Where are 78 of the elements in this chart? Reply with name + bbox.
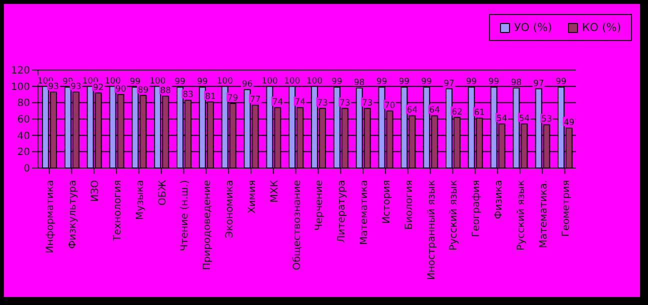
x-tick-label: Чтение (н.ш.) <box>180 180 191 252</box>
x-tick-label: Физкультура <box>68 180 79 249</box>
data-label: 54 <box>518 114 530 124</box>
legend-label: УО (%) <box>513 21 552 34</box>
x-tick-label: ИЗО <box>90 180 102 202</box>
x-tick-label: Русский язык <box>516 180 527 250</box>
x-tick-label: Иностранный язык <box>426 180 438 280</box>
x-tick-label: Черчение <box>314 180 326 231</box>
data-label: 77 <box>250 95 261 106</box>
data-label: 100 <box>284 76 300 86</box>
y-tick-label: 120 <box>10 66 30 77</box>
data-label: 79 <box>227 93 238 104</box>
x-tick-label: Математика <box>359 180 370 245</box>
data-label: 100 <box>262 76 278 86</box>
x-tick-label: Геометрия <box>560 180 572 237</box>
data-label: 99 <box>421 77 432 88</box>
data-label: 64 <box>406 106 418 116</box>
x-tick-label: Природоведение <box>202 180 214 270</box>
data-label: 99 <box>466 77 477 88</box>
y-tick-label: 80 <box>17 98 30 110</box>
data-label: 64 <box>429 106 440 116</box>
legend-label: КО (%) <box>581 21 621 34</box>
data-label: 96 <box>242 80 253 90</box>
x-tick-label: Математика. <box>538 180 550 248</box>
x-tick-label: МХК <box>269 180 280 203</box>
data-label: 93 <box>48 82 59 92</box>
data-label: 73 <box>339 98 350 108</box>
data-label: 74 <box>272 98 284 108</box>
data-label: 98 <box>510 78 522 88</box>
data-label: 83 <box>182 90 194 100</box>
x-tick-label: Информатика <box>45 180 56 254</box>
data-label: 100 <box>149 76 166 86</box>
data-label: 99 <box>376 77 388 88</box>
x-tick-label: Обществознание <box>292 180 303 270</box>
data-label: 70 <box>384 100 396 111</box>
data-label: 99 <box>488 77 500 88</box>
data-label: 99 <box>398 77 410 88</box>
data-label: 99 <box>556 77 566 88</box>
data-label: 92 <box>92 82 104 93</box>
x-tick-label: Русский язык <box>448 180 460 250</box>
x-tick-label: Технология <box>112 180 124 242</box>
data-label: 89 <box>138 85 149 96</box>
data-label: 61 <box>474 108 485 118</box>
y-tick-label: 0 <box>24 164 30 175</box>
data-label: 97 <box>444 78 454 89</box>
x-tick-label: Музыка <box>134 180 146 220</box>
data-label: 93 <box>70 82 82 92</box>
data-label: 99 <box>174 77 186 88</box>
x-tick-label: Экономика <box>224 180 236 238</box>
data-label: 99 <box>196 77 208 88</box>
x-tick-label: Химия <box>246 180 258 214</box>
y-tick-label: 60 <box>17 114 30 126</box>
data-label: 73 <box>362 98 373 108</box>
x-tick-label: География <box>471 180 482 238</box>
data-label: 90 <box>115 84 126 94</box>
data-label: 98 <box>354 78 365 88</box>
x-tick-label: Физика <box>494 180 505 220</box>
y-tick-label: 100 <box>10 82 30 93</box>
data-label: 99 <box>130 77 141 88</box>
data-label: 81 <box>204 92 216 102</box>
x-tick-label: ОБЖ <box>157 180 168 206</box>
data-label: 62 <box>452 107 462 118</box>
y-tick-label: 20 <box>17 147 30 158</box>
x-tick-label: Биология <box>404 180 415 230</box>
y-tick-label: 40 <box>17 130 30 142</box>
data-label: 88 <box>160 86 171 96</box>
data-label: 100 <box>306 76 323 86</box>
x-tick-label: История <box>381 180 392 224</box>
data-label: 54 <box>496 114 508 124</box>
data-label: 100 <box>216 76 233 86</box>
data-label: 53 <box>541 114 552 125</box>
data-label: 99 <box>331 77 342 88</box>
data-label: 100 <box>104 76 121 86</box>
data-label: 49 <box>564 118 574 128</box>
data-label: 97 <box>533 78 544 89</box>
x-tick-label: Литература <box>336 180 348 243</box>
data-label: 73 <box>317 98 328 108</box>
data-label: 74 <box>294 98 306 108</box>
